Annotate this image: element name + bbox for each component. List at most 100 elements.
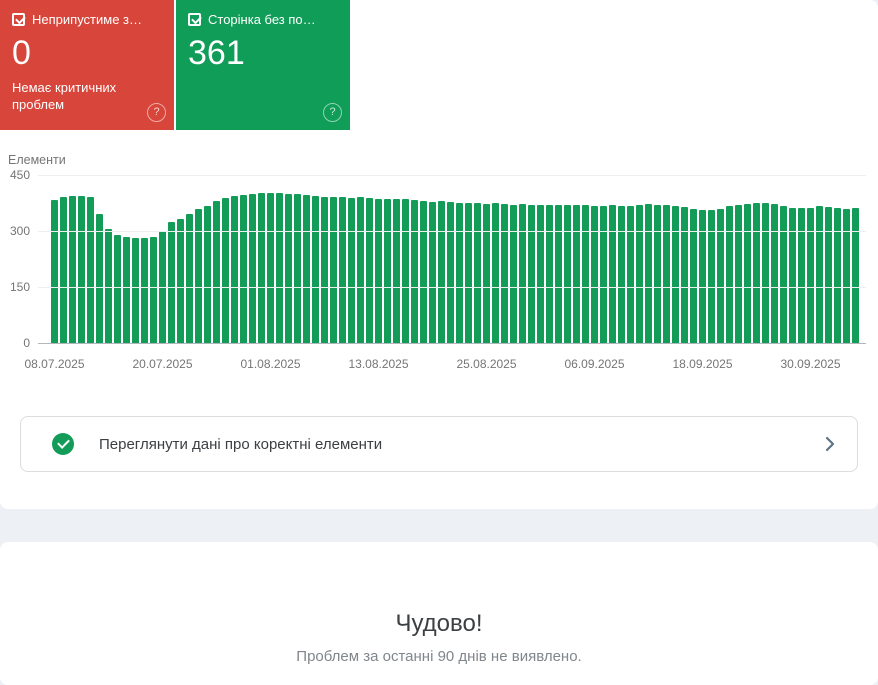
chart-bar[interactable] <box>177 219 184 343</box>
chart-bar[interactable] <box>564 204 571 343</box>
chart-bar[interactable] <box>231 196 238 343</box>
chart-bar[interactable] <box>222 198 229 343</box>
chart-bar[interactable] <box>249 194 256 343</box>
chart-bar[interactable] <box>330 197 337 343</box>
chart-bar[interactable] <box>573 204 580 343</box>
chart-bar[interactable] <box>816 205 823 343</box>
chart-bar[interactable] <box>114 235 121 343</box>
chart-bar[interactable] <box>105 229 112 343</box>
chart-bar[interactable] <box>735 204 742 343</box>
chart-bar[interactable] <box>285 193 292 343</box>
chart-bar[interactable] <box>339 197 346 343</box>
chart-bar[interactable] <box>744 203 751 343</box>
chart-bar[interactable] <box>501 204 508 343</box>
checkbox-checked-icon[interactable] <box>12 12 25 26</box>
chart-bar[interactable] <box>258 193 265 343</box>
chart-bar[interactable] <box>60 197 67 343</box>
chart-bar[interactable] <box>375 198 382 343</box>
view-valid-items-row[interactable]: Переглянути дані про коректні елементи <box>20 416 858 472</box>
chart-bar[interactable] <box>474 203 481 343</box>
chart-bar[interactable] <box>528 204 535 343</box>
chart-bar[interactable] <box>141 237 148 343</box>
chart-bar[interactable] <box>636 204 643 343</box>
chart-bar[interactable] <box>843 209 850 343</box>
help-icon[interactable]: ? <box>323 103 342 122</box>
chart-bar[interactable] <box>807 207 814 343</box>
chart-bar[interactable] <box>582 205 589 343</box>
chart-bar[interactable] <box>654 204 661 343</box>
chart-bar[interactable] <box>420 200 427 343</box>
chart-bar[interactable] <box>537 204 544 343</box>
chart-bar[interactable] <box>447 201 454 343</box>
chart-bar[interactable] <box>555 205 562 343</box>
chart-bar[interactable] <box>510 204 517 343</box>
chart-bar[interactable] <box>483 203 490 343</box>
chart-bar[interactable] <box>627 205 634 343</box>
chart-bar[interactable] <box>726 206 733 343</box>
y-axis-tick-label: 0 <box>23 336 30 350</box>
chevron-right-icon[interactable] <box>825 436 835 452</box>
chart-bar[interactable] <box>294 194 301 343</box>
chart-bar[interactable] <box>348 198 355 343</box>
chart-bar[interactable] <box>591 205 598 343</box>
empty-state-subtitle: Проблем за останні 90 днів не виявлено. <box>296 648 582 665</box>
chart-bar[interactable] <box>78 195 85 343</box>
chart-bar[interactable] <box>456 202 463 343</box>
chart-bar[interactable] <box>492 203 499 343</box>
summary-card-subtext: Немає критичних проблем <box>12 80 117 112</box>
chart-bar[interactable] <box>672 206 679 343</box>
chart-bar[interactable] <box>357 197 364 343</box>
chart-bar[interactable] <box>600 206 607 343</box>
chart-bar[interactable] <box>303 195 310 343</box>
chart-bar[interactable] <box>798 208 805 343</box>
chart-bar[interactable] <box>384 198 391 343</box>
chart-bar[interactable] <box>645 204 652 343</box>
chart-bar[interactable] <box>366 197 373 343</box>
chart-bar[interactable] <box>96 213 103 343</box>
chart-bar[interactable] <box>681 207 688 343</box>
chart-bar[interactable] <box>717 208 724 343</box>
chart-bar[interactable] <box>762 203 769 343</box>
chart-bar[interactable] <box>708 210 715 343</box>
chart-bar[interactable] <box>321 196 328 343</box>
chart-bar[interactable] <box>195 209 202 343</box>
chart-bar[interactable] <box>312 195 319 343</box>
chart-bar[interactable] <box>438 200 445 343</box>
chart-bar[interactable] <box>132 237 139 343</box>
chart-bar[interactable] <box>213 200 220 343</box>
chart-bar[interactable] <box>276 192 283 343</box>
chart-bar[interactable] <box>87 197 94 343</box>
chart-bar[interactable] <box>852 207 859 343</box>
chart-bar[interactable] <box>825 206 832 343</box>
chart-bar[interactable] <box>690 208 697 343</box>
chart-bar[interactable] <box>465 203 472 343</box>
chart-bar[interactable] <box>834 208 841 343</box>
chart-bar[interactable] <box>393 198 400 343</box>
chart-bar[interactable] <box>609 205 616 343</box>
chart-bar[interactable] <box>123 237 130 343</box>
summary-card-errors[interactable]: Неприпустиме з… 0 Немає критичних пробле… <box>0 0 174 130</box>
chart-bar[interactable] <box>204 206 211 343</box>
chart-bar[interactable] <box>186 213 193 343</box>
chart-bar[interactable] <box>519 204 526 343</box>
chart-bar[interactable] <box>771 204 778 343</box>
chart-bar[interactable] <box>411 200 418 343</box>
help-icon[interactable]: ? <box>147 103 166 122</box>
chart-bar[interactable] <box>168 222 175 343</box>
chart-bar[interactable] <box>546 204 553 343</box>
chart-bar[interactable] <box>51 199 58 343</box>
chart-bar[interactable] <box>240 194 247 343</box>
chart-bar[interactable] <box>663 205 670 343</box>
chart-bar[interactable] <box>753 203 760 343</box>
chart-bar[interactable] <box>69 195 76 343</box>
chart-bar[interactable] <box>789 207 796 343</box>
chart-bar[interactable] <box>780 206 787 343</box>
chart-bar[interactable] <box>699 209 706 343</box>
summary-card-valid[interactable]: Сторінка без по… 361 ? <box>176 0 350 130</box>
chart-bar[interactable] <box>267 192 274 343</box>
chart-bar[interactable] <box>150 237 157 343</box>
checkbox-checked-icon[interactable] <box>188 12 201 26</box>
chart-bar[interactable] <box>402 199 409 343</box>
chart-bar[interactable] <box>618 206 625 343</box>
chart-bar[interactable] <box>429 201 436 343</box>
